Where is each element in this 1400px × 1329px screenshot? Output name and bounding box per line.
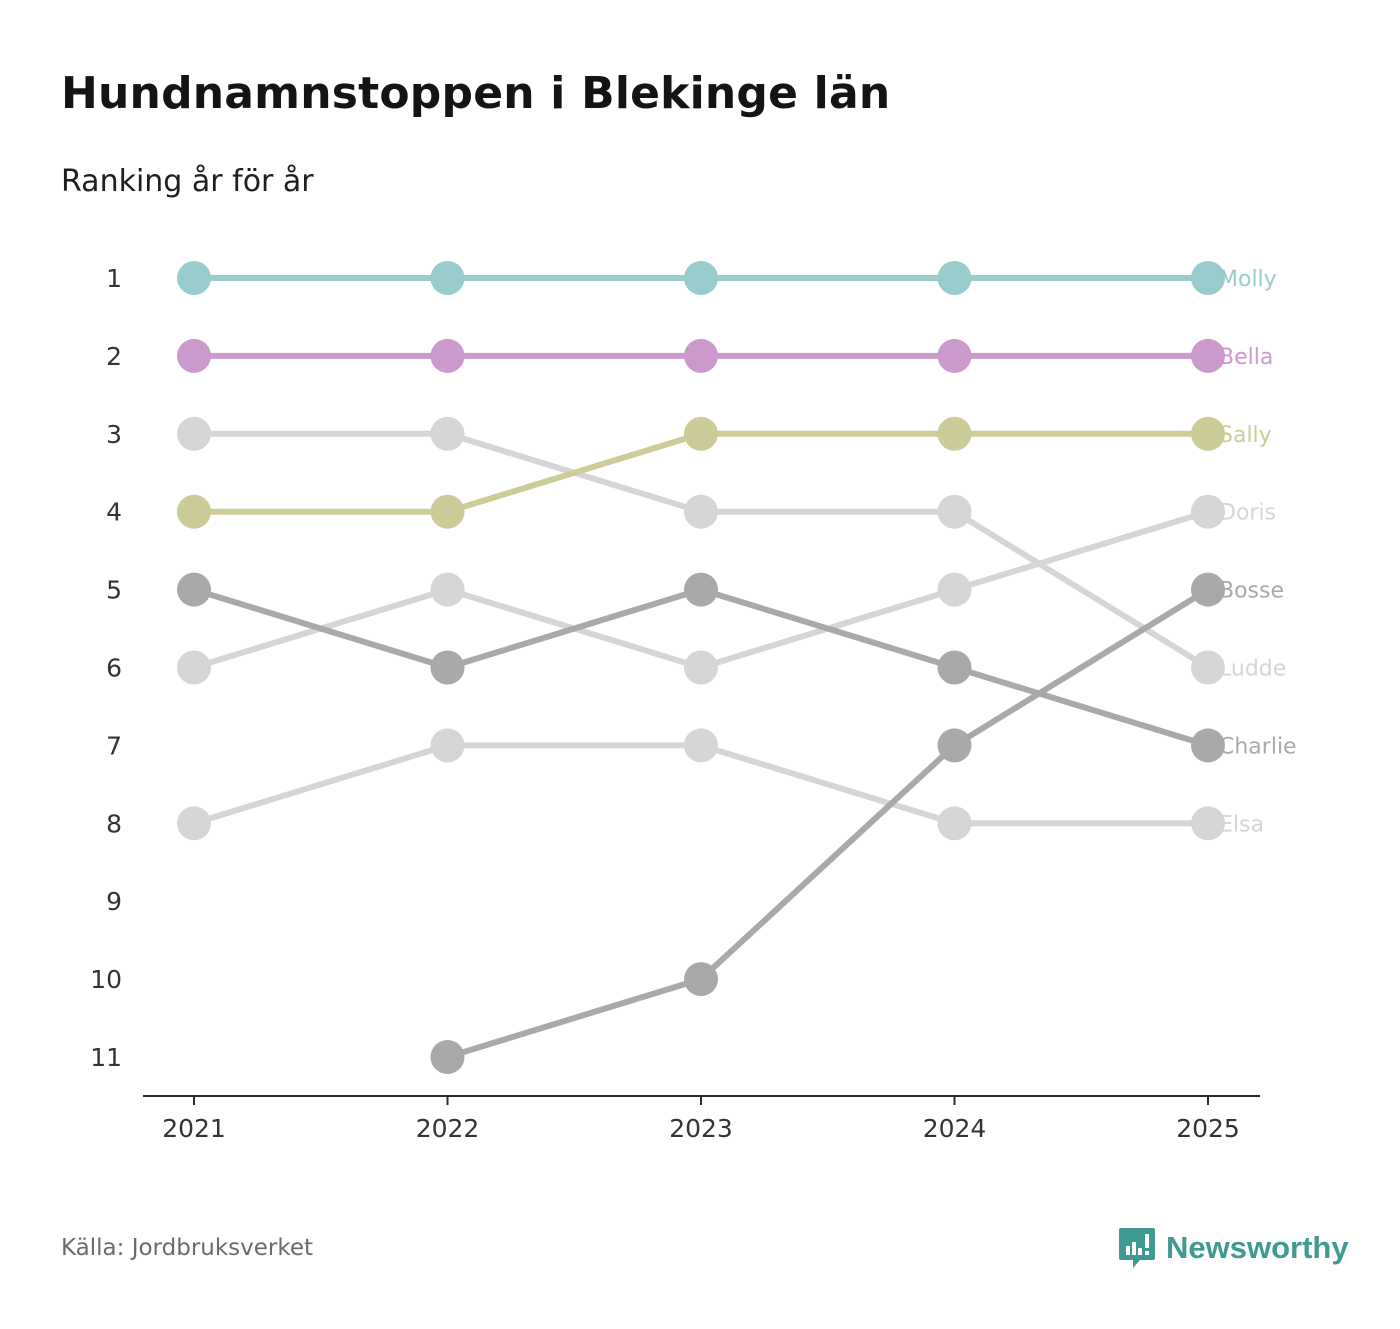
data-point[interactable] xyxy=(1191,806,1225,841)
chart-subtitle: Ranking år för år xyxy=(61,164,314,199)
data-point[interactable] xyxy=(684,650,718,685)
series-label: Elsa xyxy=(1219,812,1264,837)
data-point[interactable] xyxy=(430,261,465,295)
data-point[interactable] xyxy=(684,572,718,607)
y-tick-label: 7 xyxy=(106,731,122,760)
data-point[interactable] xyxy=(937,494,972,529)
data-point[interactable] xyxy=(430,338,465,373)
data-point[interactable] xyxy=(177,572,211,607)
data-point[interactable] xyxy=(937,728,972,763)
y-tick-label: 5 xyxy=(106,576,122,605)
y-axis-ticks: 1 2 3 4 5 6 7 8 9 10 11 xyxy=(90,264,122,1072)
y-tick-label: 1 xyxy=(106,264,122,293)
brand-name: Newsworthy xyxy=(1166,1230,1349,1265)
data-point[interactable] xyxy=(1191,416,1225,451)
series-label: Charlie xyxy=(1219,734,1297,759)
data-point[interactable] xyxy=(177,650,211,685)
newsworthy-logo-icon xyxy=(1119,1228,1155,1268)
series-label: Bella xyxy=(1219,345,1273,370)
data-point[interactable] xyxy=(1191,494,1225,529)
data-point[interactable] xyxy=(1191,572,1225,607)
series-label: Ludde xyxy=(1219,657,1286,682)
data-point[interactable] xyxy=(177,338,211,373)
data-point[interactable] xyxy=(177,806,211,841)
series-label: Doris xyxy=(1219,501,1276,526)
series-line-segment xyxy=(191,742,451,827)
data-point[interactable] xyxy=(684,494,718,529)
data-point[interactable] xyxy=(430,728,465,763)
x-tick-label: 2023 xyxy=(669,1114,733,1143)
x-tick-label: 2022 xyxy=(416,1114,480,1143)
series-elsa xyxy=(177,728,1225,841)
data-point[interactable] xyxy=(937,650,972,685)
series-line-segment xyxy=(444,430,704,515)
data-point[interactable] xyxy=(430,1040,465,1074)
x-tick-label: 2024 xyxy=(923,1114,987,1143)
x-tick-label: 2025 xyxy=(1176,1114,1240,1143)
series-line-segment xyxy=(951,664,1211,749)
series-line-segment xyxy=(951,508,1211,593)
x-tick-label: 2021 xyxy=(162,1114,226,1143)
data-point[interactable] xyxy=(177,261,211,295)
series-ludde xyxy=(177,416,1225,685)
chart-title: Hundnamnstoppen i Blekinge län xyxy=(61,68,891,119)
series-charlie xyxy=(177,572,1225,763)
data-point[interactable] xyxy=(684,962,718,997)
series-line-segment xyxy=(951,508,1211,671)
data-point[interactable] xyxy=(1191,338,1225,373)
series-line-segment xyxy=(698,742,958,983)
series-line-segment xyxy=(191,586,451,671)
series-label: Sally xyxy=(1219,423,1272,448)
source-note: Källa: Jordbruksverket xyxy=(61,1235,314,1261)
data-point[interactable] xyxy=(684,261,718,295)
y-tick-label: 9 xyxy=(106,887,122,916)
data-point[interactable] xyxy=(430,494,465,529)
data-point[interactable] xyxy=(430,650,465,685)
series-line-segment xyxy=(444,586,704,671)
series-layer xyxy=(177,261,1225,1074)
data-point[interactable] xyxy=(937,572,972,607)
data-point[interactable] xyxy=(177,494,211,529)
data-point[interactable] xyxy=(430,572,465,607)
data-point[interactable] xyxy=(937,338,972,373)
y-tick-label: 6 xyxy=(106,654,122,683)
y-tick-label: 11 xyxy=(90,1043,122,1072)
series-labels: Elsa Ludde Doris Charlie Bosse Sally Bella Moll… xyxy=(1219,267,1297,837)
data-point[interactable] xyxy=(684,416,718,451)
x-axis: 2021 2022 2023 2024 2025 xyxy=(143,1095,1260,1143)
series-bella xyxy=(177,338,1225,373)
data-point[interactable] xyxy=(684,338,718,373)
y-tick-label: 2 xyxy=(106,342,122,371)
series-label: Molly xyxy=(1219,267,1277,292)
data-point[interactable] xyxy=(177,416,211,451)
y-tick-label: 4 xyxy=(106,498,122,527)
data-point[interactable] xyxy=(937,261,972,295)
series-line-segment xyxy=(951,586,1211,749)
series-sally xyxy=(177,416,1225,529)
series-line-segment xyxy=(698,742,958,827)
data-point[interactable] xyxy=(1191,728,1225,763)
y-tick-label: 8 xyxy=(106,809,122,838)
series-label: Bosse xyxy=(1219,579,1284,604)
series-bosse xyxy=(430,572,1225,1074)
series-molly xyxy=(177,261,1225,295)
data-point[interactable] xyxy=(1191,650,1225,685)
data-point[interactable] xyxy=(430,416,465,451)
series-line-segment xyxy=(698,586,958,671)
data-point[interactable] xyxy=(1191,261,1225,295)
data-point[interactable] xyxy=(937,806,972,841)
data-point[interactable] xyxy=(684,728,718,763)
brand-logo[interactable]: Newsworthy xyxy=(1118,1226,1349,1270)
series-line-segment xyxy=(444,976,704,1060)
data-point[interactable] xyxy=(937,416,972,451)
y-tick-label: 3 xyxy=(106,420,122,449)
y-tick-label: 10 xyxy=(90,965,122,994)
